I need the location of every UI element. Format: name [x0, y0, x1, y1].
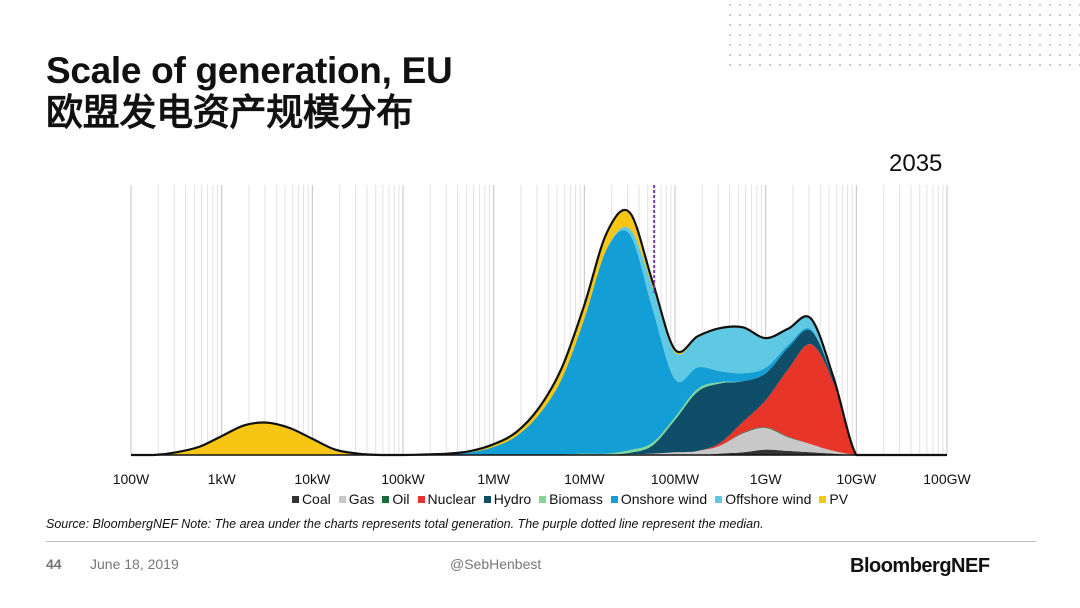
area-coal	[131, 449, 947, 455]
x-tick-label: 100GW	[923, 471, 971, 487]
legend-swatch	[610, 496, 618, 503]
x-tick-label: 1kW	[208, 471, 237, 487]
legend-label: Onshore wind	[620, 491, 708, 507]
legend-item: Biomass	[539, 491, 603, 507]
legend-label: Offshore wind	[725, 491, 812, 507]
legend-label: Biomass	[549, 491, 603, 507]
legend-item: Oil	[382, 491, 410, 507]
bloombergnef-logo: BloombergNEF	[850, 555, 990, 577]
area-gas	[131, 427, 947, 455]
title-chinese: 欧盟发电资产规模分布	[46, 92, 413, 133]
page-number: 44	[46, 556, 62, 572]
legend-label: Hydro	[493, 491, 532, 507]
x-tick-label: 100kW	[381, 471, 425, 487]
legend-label: Oil	[392, 491, 410, 507]
legend-item: Gas	[338, 491, 375, 507]
legend-swatch	[382, 496, 390, 503]
legend-item: Hydro	[483, 491, 532, 507]
legend-swatch	[291, 496, 299, 503]
footer-divider	[46, 541, 1036, 542]
legend-swatch	[819, 496, 827, 503]
x-tick-label: 10MW	[564, 471, 605, 487]
x-tick-label: 10GW	[836, 471, 876, 487]
legend-label: Coal	[301, 491, 331, 507]
legend-label: PV	[829, 491, 849, 507]
total-outline	[130, 208, 947, 457]
x-tick-label: 10kW	[294, 471, 331, 487]
legend-item: Nuclear	[417, 491, 476, 507]
legend-swatch	[417, 496, 425, 503]
legend-swatch	[539, 496, 547, 503]
legend-item: Offshore wind	[715, 491, 811, 507]
footer-handle: @SebHenbest	[450, 556, 542, 572]
legend-item: Coal	[291, 491, 331, 507]
source-note: Source: BloombergNEF Note: The area unde…	[46, 517, 764, 531]
legend-item: Onshore wind	[610, 491, 708, 507]
area-nuclear	[131, 344, 947, 455]
chart-legend: Coal Gas Oil Nuclear Hydro Biomass Onshore win…	[0, 491, 1080, 507]
legend-label: Nuclear	[427, 491, 476, 507]
x-tick-label: 100W	[113, 471, 150, 487]
dot-pattern-decoration	[725, 0, 1080, 70]
area-offshore-wind	[131, 226, 947, 455]
x-tick-label: 1GW	[750, 471, 783, 487]
legend-item: PV	[819, 491, 848, 507]
x-tick-label: 100MW	[651, 471, 700, 487]
slide-title: Scale of generation, EU 欧盟发电资产规模分布	[46, 50, 453, 134]
x-tick-label: 1MW	[477, 471, 510, 487]
title-english: Scale of generation, EU	[46, 50, 453, 91]
legend-swatch	[715, 496, 723, 503]
legend-swatch	[338, 496, 346, 503]
footer-date: June 18, 2019	[90, 556, 179, 572]
legend-label: Gas	[348, 491, 375, 507]
legend-swatch	[483, 496, 491, 503]
year-label: 2035	[889, 150, 943, 177]
